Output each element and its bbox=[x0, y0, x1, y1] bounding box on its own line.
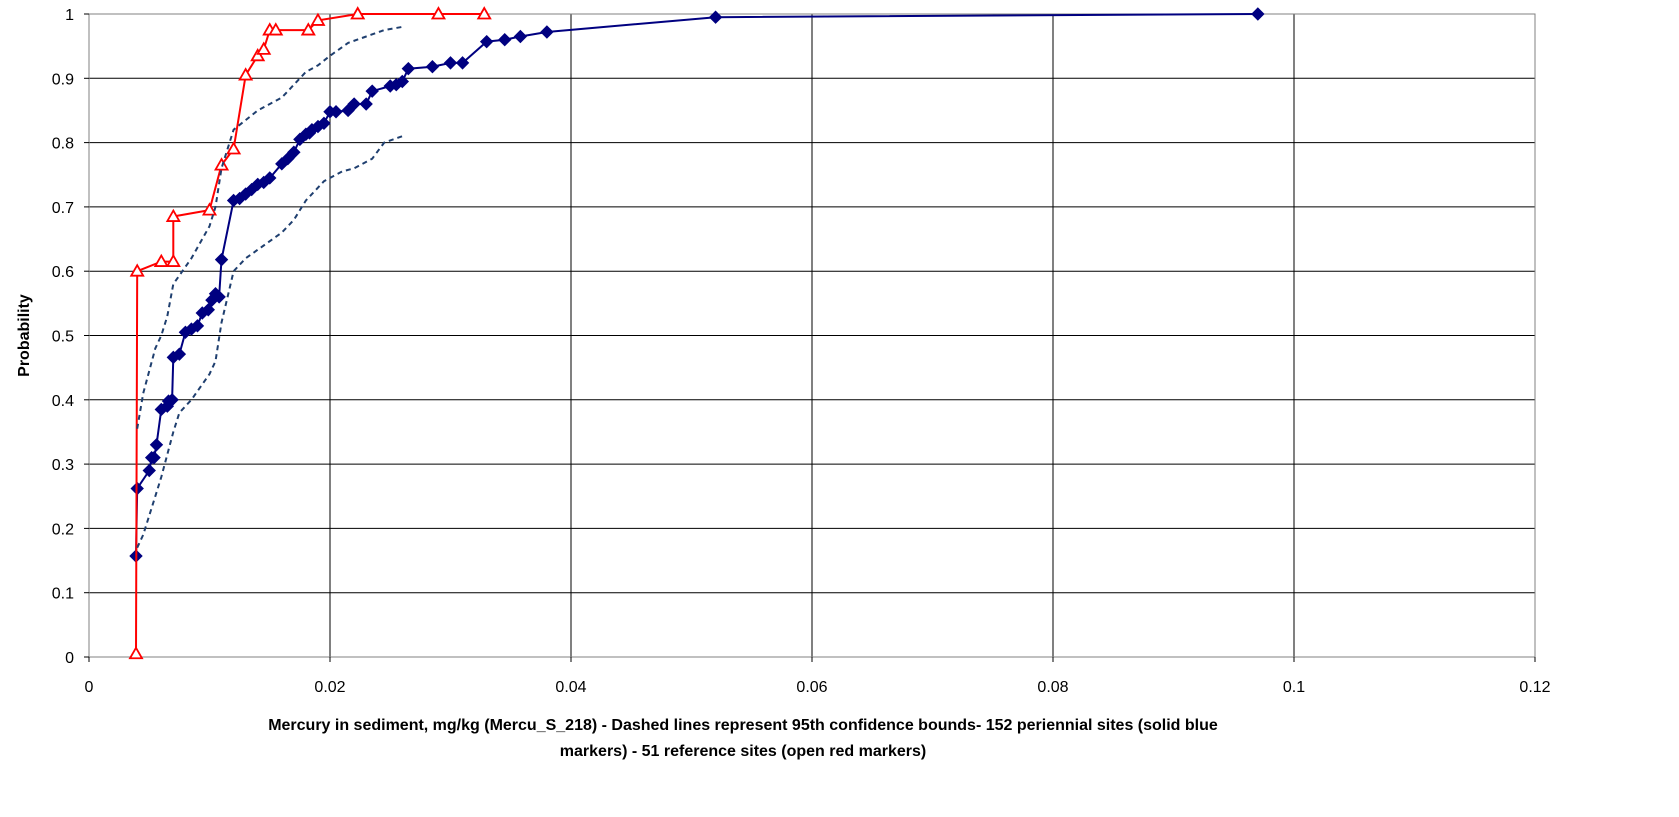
data-point-diamond bbox=[443, 56, 458, 70]
x-axis-ticks: 0 0.02 0.04 0.06 0.08 0.1 0.12 bbox=[85, 657, 1551, 696]
series-dashed-bound bbox=[136, 135, 403, 549]
data-point-diamond bbox=[142, 463, 156, 478]
data-point-diamond bbox=[165, 393, 179, 407]
x-tick-label: 0.04 bbox=[555, 679, 586, 696]
series-dashed-bound bbox=[136, 25, 403, 429]
x-tick-label: 0.06 bbox=[796, 679, 827, 696]
data-point-diamond bbox=[201, 303, 216, 317]
grid bbox=[88, 13, 1536, 658]
data-point-triangle bbox=[300, 22, 316, 36]
y-axis-ticks: 0 0.1 0.2 0.3 0.4 0.5 0.6 0.7 0.8 0.9 1 bbox=[52, 7, 89, 667]
data-point-triangle bbox=[128, 645, 144, 660]
data-point-diamond bbox=[214, 252, 229, 267]
data-point-diamond bbox=[540, 25, 554, 39]
y-tick-label: 0.7 bbox=[52, 200, 74, 217]
data-point-diamond bbox=[708, 10, 723, 24]
data-point-diamond bbox=[329, 105, 343, 119]
y-tick-label: 0.2 bbox=[52, 521, 74, 538]
data-point-triangle bbox=[268, 22, 284, 36]
data-point-triangle bbox=[165, 208, 181, 222]
data-point-triangle bbox=[226, 141, 242, 155]
x-tick-label: 0.08 bbox=[1037, 679, 1068, 696]
data-point-diamond bbox=[401, 61, 416, 76]
x-axis-title-line-2: markers) - 51 reference sites (open red … bbox=[560, 743, 926, 760]
data-point-triangle bbox=[476, 6, 492, 20]
data-point-diamond bbox=[149, 438, 164, 452]
data-point-diamond bbox=[172, 347, 187, 361]
data-point-triangle bbox=[201, 202, 218, 216]
data-point-diamond bbox=[190, 319, 205, 333]
y-tick-label: 0.1 bbox=[52, 586, 74, 603]
data-point-triangle bbox=[238, 67, 254, 81]
data-point-diamond bbox=[147, 450, 161, 465]
y-tick-label: 0.5 bbox=[52, 329, 74, 346]
y-tick-label: 0.4 bbox=[52, 393, 74, 410]
data-point-triangle bbox=[310, 12, 326, 26]
data-point-triangle bbox=[153, 253, 169, 267]
series-solid-line-open-triangle bbox=[128, 6, 492, 660]
x-tick-label: 0.12 bbox=[1519, 679, 1550, 696]
y-tick-label: 0.6 bbox=[52, 264, 74, 281]
series-solid-line-filled-diamond bbox=[129, 7, 1265, 563]
confidence-bound-line bbox=[136, 135, 403, 549]
data-point-diamond bbox=[513, 29, 528, 44]
data-point-triangle bbox=[430, 6, 447, 20]
data-point-triangle bbox=[350, 6, 366, 20]
series-line bbox=[135, 13, 1258, 557]
x-tick-label: 0 bbox=[85, 679, 94, 696]
data-point-diamond bbox=[347, 97, 361, 111]
data-point-diamond bbox=[317, 116, 331, 131]
data-point-triangle bbox=[165, 253, 181, 267]
y-tick-label: 0.9 bbox=[52, 71, 74, 88]
data-point-diamond bbox=[425, 60, 440, 74]
data-point-diamond bbox=[498, 33, 512, 47]
confidence-bound-line bbox=[136, 25, 403, 429]
data-point-triangle bbox=[250, 47, 266, 62]
data-point-triangle bbox=[213, 157, 230, 171]
data-point-triangle bbox=[129, 263, 145, 277]
y-tick-label: 0.3 bbox=[52, 457, 74, 474]
data-point-triangle bbox=[256, 41, 272, 55]
data-point-diamond bbox=[479, 34, 494, 49]
data-point-diamond bbox=[359, 97, 373, 111]
x-axis-title-line-1: Mercury in sediment, mg/kg (Mercu_S_218)… bbox=[268, 717, 1218, 734]
data-point-diamond bbox=[212, 290, 226, 304]
data-point-diamond bbox=[365, 84, 379, 98]
y-tick-label: 0 bbox=[65, 650, 74, 667]
y-axis-title: Probability bbox=[16, 294, 33, 377]
data-point-diamond bbox=[287, 145, 301, 159]
y-tick-label: 0.8 bbox=[52, 136, 74, 153]
x-tick-label: 0.02 bbox=[314, 679, 345, 696]
data-point-diamond bbox=[1251, 7, 1265, 21]
series-layer bbox=[128, 6, 1265, 660]
data-point-diamond bbox=[263, 171, 277, 185]
x-tick-label: 0.1 bbox=[1283, 679, 1305, 696]
data-point-diamond bbox=[455, 56, 470, 70]
data-point-diamond bbox=[395, 74, 410, 89]
y-tick-label: 1 bbox=[65, 7, 74, 24]
